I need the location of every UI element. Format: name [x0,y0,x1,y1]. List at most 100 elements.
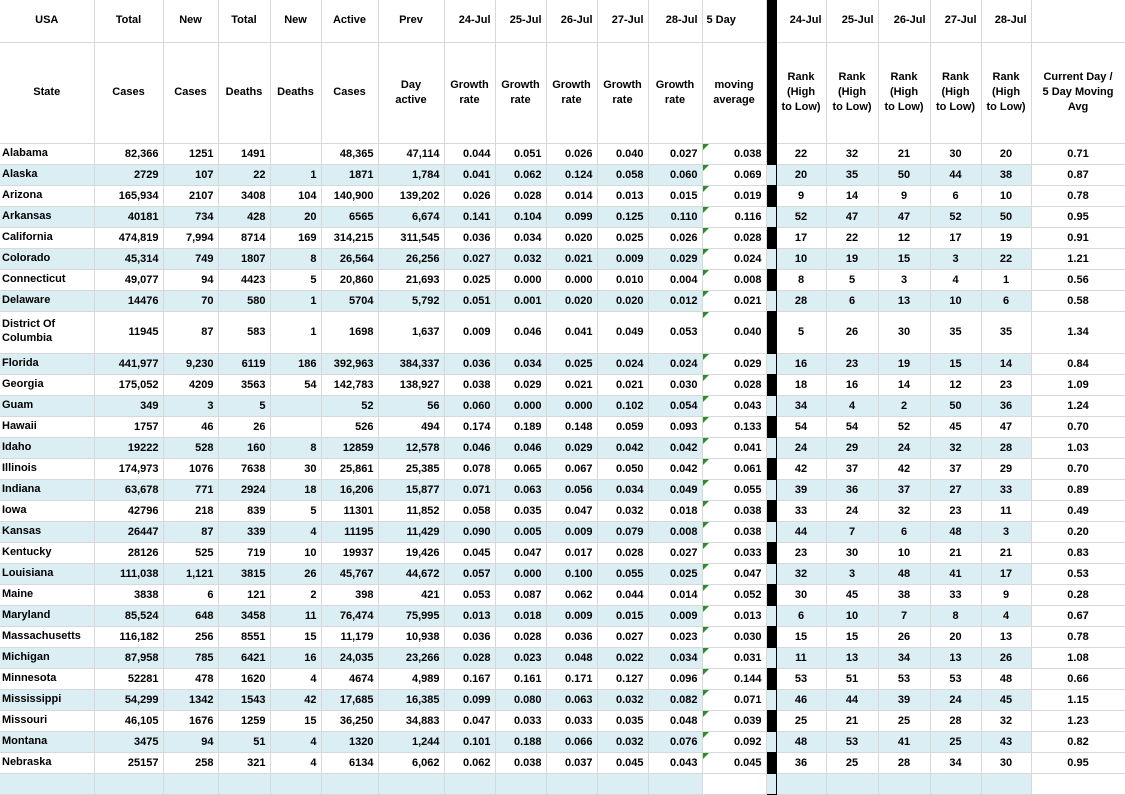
cell-total_cases[interactable]: 42796 [94,500,164,522]
header-rank_27jul-line2[interactable]: Rank (High to Low) [930,42,982,144]
cell-rank_26jul[interactable]: 42 [878,458,931,480]
cell-new_cases[interactable]: 94 [163,269,219,291]
header-growth_25jul-line2[interactable]: Growth rate [495,42,547,144]
cell-rank_25jul[interactable]: 35 [826,164,879,186]
cell-total_cases[interactable]: 349 [94,395,164,417]
header-rank_26jul-line1[interactable]: 26-Jul [878,0,931,43]
cell-new_cases[interactable]: 94 [163,731,219,753]
cell-growth_28jul[interactable]: 0.008 [648,521,703,543]
cell-growth_26jul[interactable]: 0.026 [546,143,598,165]
cell-state[interactable]: Minnesota [0,668,95,690]
cell-moving_avg_5day[interactable]: 0.031 [702,647,767,669]
cell-growth_26jul[interactable]: 0.009 [546,521,598,543]
cell-new_deaths[interactable]: 42 [270,689,322,711]
cell-rank_25jul[interactable]: 37 [826,458,879,480]
cell-prev_day_active[interactable]: 139,202 [378,185,445,207]
cell-total_cases[interactable]: 26447 [94,521,164,543]
cell-ratio[interactable]: 0.20 [1031,521,1125,543]
cell-total_cases[interactable]: 45,314 [94,248,164,270]
cell-rank_26jul[interactable] [878,773,931,795]
cell-ratio[interactable]: 0.66 [1031,668,1125,690]
cell-rank_24jul[interactable]: 10 [776,248,827,270]
cell-active_cases[interactable]: 16,206 [321,479,379,501]
cell-rank_24jul[interactable]: 15 [776,626,827,648]
cell-growth_24jul[interactable]: 0.047 [444,710,496,732]
cell-state[interactable]: Alaska [0,164,95,186]
header-active_cases-line1[interactable]: Active [321,0,379,43]
cell-growth_26jul[interactable]: 0.020 [546,290,598,312]
cell-growth_25jul[interactable]: 0.000 [495,395,547,417]
cell-state[interactable]: Guam [0,395,95,417]
cell-rank_28jul[interactable]: 23 [981,374,1032,396]
cell-growth_24jul[interactable]: 0.036 [444,626,496,648]
cell-total_deaths[interactable]: 1491 [218,143,271,165]
cell-total_cases[interactable]: 52281 [94,668,164,690]
cell-moving_avg_5day[interactable]: 0.028 [702,374,767,396]
cell-growth_28jul[interactable]: 0.043 [648,752,703,774]
cell-rank_27jul[interactable]: 44 [930,164,982,186]
header-growth_26jul-line2[interactable]: Growth rate [546,42,598,144]
cell-total_deaths[interactable]: 160 [218,437,271,459]
cell-total_deaths[interactable]: 1807 [218,248,271,270]
cell-growth_24jul[interactable]: 0.058 [444,500,496,522]
cell-growth_25jul[interactable]: 0.023 [495,647,547,669]
cell-total_cases[interactable]: 3838 [94,584,164,606]
cell-rank_24jul[interactable]: 53 [776,668,827,690]
cell-growth_26jul[interactable] [546,773,598,795]
cell-growth_28jul[interactable]: 0.009 [648,605,703,627]
cell-rank_26jul[interactable]: 50 [878,164,931,186]
cell-new_deaths[interactable]: 169 [270,227,322,249]
header-new_deaths-line1[interactable]: New [270,0,322,43]
cell-growth_28jul[interactable]: 0.053 [648,311,703,354]
cell-ratio[interactable]: 0.28 [1031,584,1125,606]
cell-new_cases[interactable]: 1342 [163,689,219,711]
cell-growth_27jul[interactable]: 0.021 [597,374,649,396]
cell-growth_24jul[interactable]: 0.041 [444,164,496,186]
cell-state[interactable]: Delaware [0,290,95,312]
cell-rank_25jul[interactable]: 53 [826,731,879,753]
cell-growth_26jul[interactable]: 0.056 [546,479,598,501]
cell-state[interactable]: Idaho [0,437,95,459]
cell-growth_25jul[interactable]: 0.047 [495,542,547,564]
cell-rank_28jul[interactable]: 14 [981,353,1032,375]
cell-growth_26jul[interactable]: 0.041 [546,311,598,354]
cell-new_deaths[interactable]: 4 [270,752,322,774]
cell-active_cases[interactable]: 20,860 [321,269,379,291]
cell-rank_28jul[interactable]: 28 [981,437,1032,459]
cell-total_deaths[interactable]: 121 [218,584,271,606]
cell-rank_25jul[interactable]: 21 [826,710,879,732]
cell-growth_27jul[interactable]: 0.009 [597,248,649,270]
cell-rank_27jul[interactable]: 3 [930,248,982,270]
cell-rank_25jul[interactable]: 15 [826,626,879,648]
cell-growth_24jul[interactable]: 0.013 [444,605,496,627]
cell-growth_24jul[interactable]: 0.167 [444,668,496,690]
cell-state[interactable]: Iowa [0,500,95,522]
cell-state[interactable]: Massachusetts [0,626,95,648]
cell-growth_26jul[interactable]: 0.063 [546,689,598,711]
cell-active_cases[interactable]: 1871 [321,164,379,186]
cell-state[interactable]: Nebraska [0,752,95,774]
cell-rank_25jul[interactable]: 51 [826,668,879,690]
header-total_cases-line1[interactable]: Total [94,0,164,43]
header-growth_27jul-line2[interactable]: Growth rate [597,42,649,144]
cell-growth_25jul[interactable]: 0.033 [495,710,547,732]
cell-rank_26jul[interactable]: 19 [878,353,931,375]
cell-total_deaths[interactable]: 839 [218,500,271,522]
cell-rank_24jul[interactable]: 44 [776,521,827,543]
cell-total_deaths[interactable]: 3815 [218,563,271,585]
cell-rank_26jul[interactable]: 25 [878,710,931,732]
cell-new_cases[interactable]: 107 [163,164,219,186]
cell-moving_avg_5day[interactable]: 0.069 [702,164,767,186]
header-rank_27jul-line1[interactable]: 27-Jul [930,0,982,43]
cell-growth_28jul[interactable]: 0.060 [648,164,703,186]
cell-growth_25jul[interactable]: 0.005 [495,521,547,543]
cell-total_cases[interactable]: 54,299 [94,689,164,711]
cell-rank_27jul[interactable]: 35 [930,311,982,354]
cell-prev_day_active[interactable]: 1,244 [378,731,445,753]
cell-rank_25jul[interactable]: 7 [826,521,879,543]
cell-moving_avg_5day[interactable]: 0.133 [702,416,767,438]
cell-growth_25jul[interactable]: 0.035 [495,500,547,522]
cell-total_cases[interactable]: 82,366 [94,143,164,165]
cell-rank_25jul[interactable]: 19 [826,248,879,270]
cell-total_deaths[interactable]: 2924 [218,479,271,501]
